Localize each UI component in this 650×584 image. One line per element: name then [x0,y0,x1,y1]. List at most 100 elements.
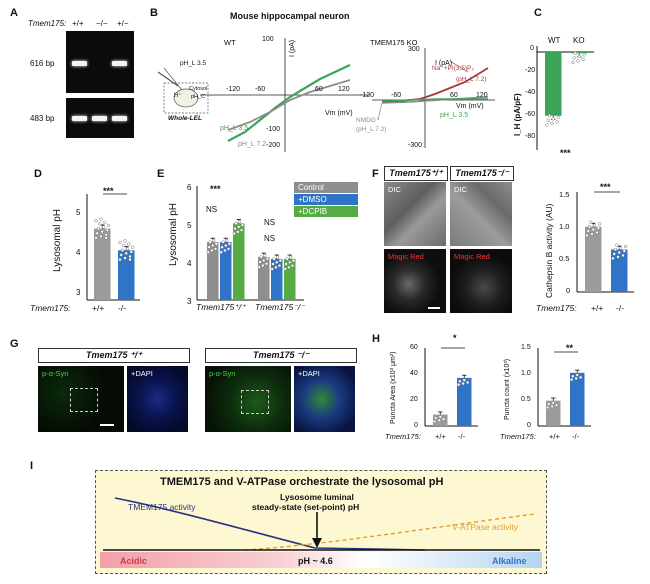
gel-616 [66,31,134,93]
f-dic-wt: DIC [384,182,446,246]
scale-bar [100,424,114,426]
data-point [596,226,600,230]
data-point [546,118,550,122]
data-point [211,243,215,248]
data-point [586,229,590,233]
data-point [105,228,109,232]
zoom-box [241,390,269,414]
chart-c [536,46,594,150]
band-size-616: 616 bp [30,59,55,68]
g-dapi-ko: +DAPI [294,366,355,432]
data-point [291,258,296,263]
data-point [271,262,275,266]
vatpase-activity: V-ATPase activity [452,522,518,532]
data-point [98,222,102,226]
wt-xtick: -60 [255,86,266,93]
data-point [283,267,287,271]
f-ylabel: Cathepsin B activity (AU) [544,203,554,298]
data-point [212,238,216,243]
data-point [240,223,245,227]
f-dic-ko: DIC [450,182,512,246]
bar [284,258,296,300]
h-group: -/- [572,432,580,441]
f-row-label: DIC [454,185,467,194]
e-annot-ns: NS [264,234,276,243]
alkaline-label: Alkaline [492,556,527,566]
f-row-label: DIC [388,185,401,194]
genotype-wt: +/+ [72,19,84,28]
ko-ytick: 300 [408,46,420,53]
e-annot-ns: NS [264,218,276,227]
data-point [95,231,99,235]
h-right-ylabel: Puncta count (x10³) [504,358,511,420]
ko-gray-trace-label: (pH_L 7.2) [356,126,387,133]
h-genotype-label: Tmem175: [500,432,536,441]
ko-current-unit: I (pA) [435,60,453,67]
f-group: -/- [616,303,625,313]
chart-f [576,191,634,293]
ko-voltage-unit: Vm (mV) [456,103,484,110]
e-group-label: Tmem175⁻/⁻ [255,302,305,312]
data-point [571,60,575,65]
panel-i-label: I [30,460,34,472]
data-point [227,242,232,246]
h-left-ytick: 40 [410,370,418,377]
panel-e-label: E [157,168,165,180]
data-point [277,264,282,268]
c-ytick: -60 [525,111,536,118]
h-right-ytick: 0 [527,422,531,429]
h-left-ytick: 60 [410,344,418,351]
genotype-label: Tmem175: [28,19,67,28]
g-header-wt: Tmem175 ⁺/⁺ [38,348,190,363]
d-ylabel: Lysosomal pH [52,209,63,272]
data-point [239,228,244,232]
data-point [589,220,593,224]
bar [258,257,270,300]
h-group: +/+ [435,432,446,441]
data-point [618,246,623,250]
data-point [555,120,559,124]
g-dapi-label: +DAPI [131,369,153,378]
gel-band [72,61,87,66]
f-magic-wt: Magic Red [384,249,446,313]
data-point [220,245,224,249]
f-row-label: Magic Red [454,252,490,261]
bar [233,223,245,300]
ko-xtick: -120 [360,92,375,99]
data-point [207,245,211,249]
gel-band [72,116,87,121]
data-point [101,225,106,229]
data-point [556,115,560,119]
wt-ytick: -100 [266,126,281,133]
data-point [574,376,578,381]
data-point [437,418,441,422]
data-point [262,258,266,263]
c-ylabel: I_H (pA/pF) [513,93,522,136]
data-point [611,256,615,261]
bar [585,226,602,292]
data-point [615,243,619,247]
data-point [290,264,295,268]
data-point [551,401,555,405]
data-point [622,249,626,253]
data-point [550,404,554,409]
wt-ytick: -200 [266,142,281,149]
d-significance: *** [103,186,114,196]
h-left-ytick: 0 [414,422,418,429]
setpoint-line2: steady-state (set-point) pH [252,502,360,512]
data-point [278,258,283,263]
data-point [591,227,595,232]
data-point [206,250,210,254]
d-ytick: 3 [76,288,81,297]
data-point [270,267,274,271]
e-group-label: Tmem175⁺/⁺ [196,302,246,312]
genotype-het: +/− [117,19,129,28]
g-syn-ko: p-α-Syn [205,366,291,432]
data-point [122,243,126,248]
data-point [547,114,552,118]
data-point [128,254,132,259]
data-point [457,383,461,387]
e-ytick: 4 [187,259,192,268]
h-left-sig: * [453,333,457,343]
ko-xtick: 60 [450,92,458,99]
